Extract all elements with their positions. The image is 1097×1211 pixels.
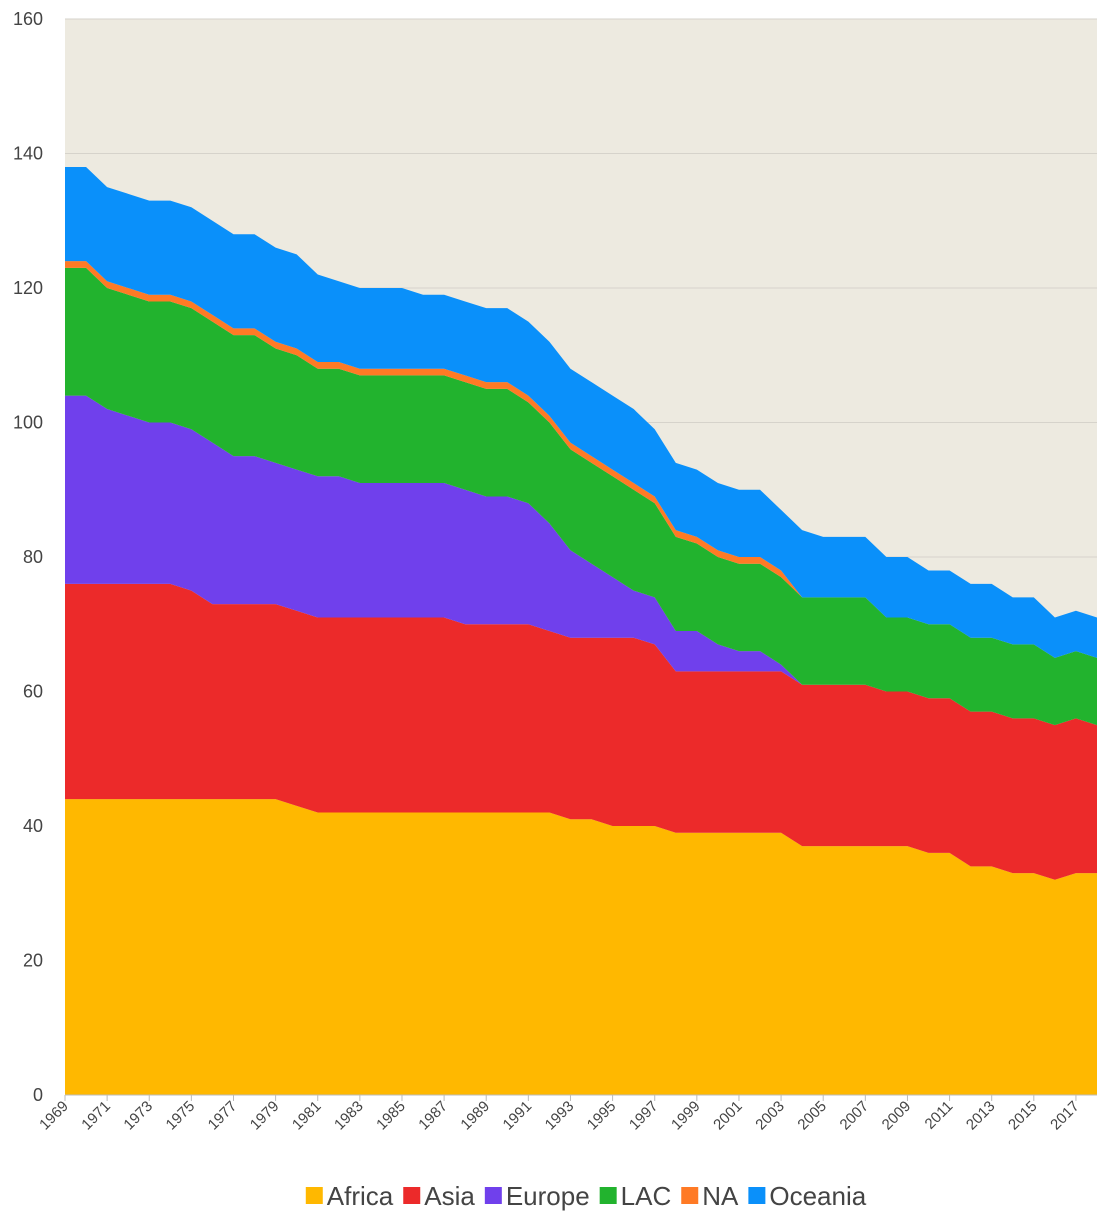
x-tick-label: 1985 xyxy=(373,1098,409,1134)
x-tick-label: 2013 xyxy=(963,1098,999,1134)
x-tick-label: 1977 xyxy=(205,1098,241,1134)
y-tick-label: 40 xyxy=(23,816,43,836)
y-tick-label: 160 xyxy=(13,9,43,29)
x-tick-label: 2015 xyxy=(1005,1098,1041,1134)
x-tick-label: 1981 xyxy=(289,1098,325,1134)
x-tick-label: 2007 xyxy=(837,1098,873,1134)
legend: Africa Asia Europe LAC NA Oceania xyxy=(305,1181,867,1211)
area xyxy=(65,261,1097,658)
x-tick-label: 1993 xyxy=(542,1098,578,1134)
y-tick-label: 20 xyxy=(23,951,43,971)
y-tick-label: 80 xyxy=(23,547,43,567)
x-tick-label: 1995 xyxy=(584,1098,620,1134)
legend-label: LAC xyxy=(621,1181,672,1211)
x-tick-label: 1997 xyxy=(626,1098,662,1134)
area xyxy=(65,395,1097,726)
x-tick-label: 1989 xyxy=(457,1098,493,1134)
y-tick-label: 140 xyxy=(13,144,43,164)
legend-swatch xyxy=(748,1187,766,1204)
x-tick-label: 2003 xyxy=(752,1098,788,1134)
area xyxy=(65,267,1097,726)
legend-swatch xyxy=(681,1187,699,1204)
x-tick-label: 2001 xyxy=(710,1098,746,1134)
y-tick-label: 0 xyxy=(33,1085,43,1105)
legend-swatch xyxy=(403,1187,421,1204)
x-tick-label: 2005 xyxy=(794,1098,830,1134)
y-tick-label: 100 xyxy=(13,413,43,433)
y-tick-label: 60 xyxy=(23,682,43,702)
legend-label: Europe xyxy=(506,1181,590,1211)
x-tick-label: 1979 xyxy=(247,1098,283,1134)
x-tick-label: 1987 xyxy=(415,1098,451,1134)
legend-label: Africa xyxy=(327,1181,394,1211)
x-tick-label: 1999 xyxy=(668,1098,704,1134)
x-tick-label: 2011 xyxy=(922,1098,957,1133)
y-tick-label: 120 xyxy=(13,278,43,298)
x-tick-label: 2017 xyxy=(1047,1098,1083,1134)
x-tick-label: 2009 xyxy=(879,1098,915,1134)
legend-label: Asia xyxy=(424,1181,475,1211)
area xyxy=(65,166,1097,658)
legend-label: Oceania xyxy=(769,1181,866,1211)
legend-label: NA xyxy=(702,1181,739,1211)
x-tick-label: 1983 xyxy=(331,1098,367,1134)
x-tick-label: 1971 xyxy=(78,1098,114,1134)
x-tick-label: 1975 xyxy=(163,1098,199,1134)
legend-swatch xyxy=(484,1187,502,1204)
legend-swatch xyxy=(305,1187,323,1204)
legend-swatch xyxy=(599,1187,617,1204)
area xyxy=(65,583,1097,880)
x-tick-label: 1973 xyxy=(120,1098,156,1134)
x-tick-label: 1991 xyxy=(500,1098,536,1134)
area xyxy=(65,799,1097,1095)
